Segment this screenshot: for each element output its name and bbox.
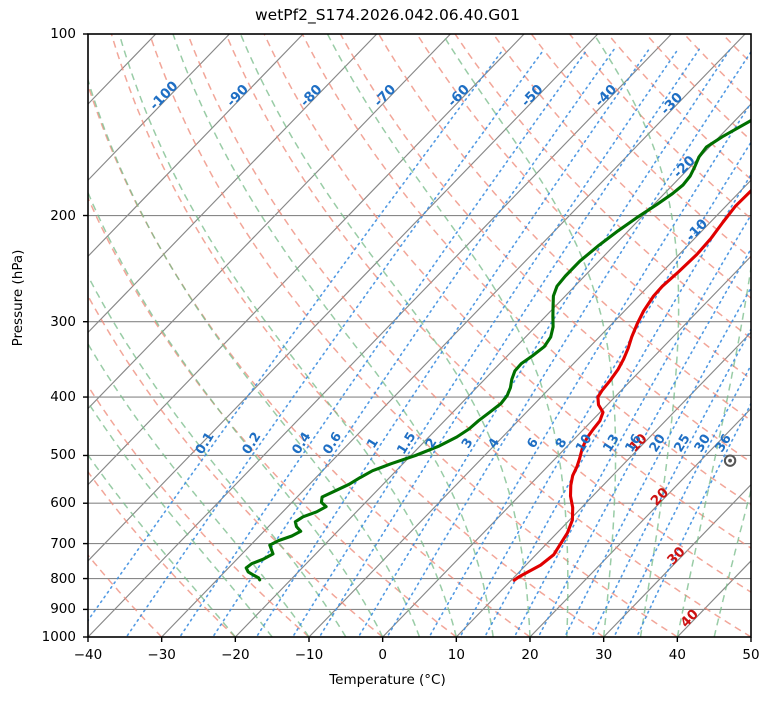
x-axis-label: Temperature (°C)	[329, 672, 446, 688]
y-tick-label: 800	[50, 570, 76, 587]
lcl-marker	[723, 454, 737, 467]
x-tick-label: 0	[378, 647, 387, 663]
profile-line-temperature	[512, 188, 751, 582]
y-tick-label: 900	[50, 601, 76, 618]
x-tick-label: −20	[221, 647, 250, 663]
chart-title: wetPf2_S174.2026.042.06.40.G01	[255, 6, 520, 24]
profile-line-dewpoint	[244, 118, 751, 582]
x-tick-label: 40	[668, 647, 686, 663]
y-tick-label: 1000	[41, 629, 76, 645]
y-tick-label: 300	[50, 313, 76, 330]
y-tick-label: 200	[50, 207, 76, 224]
y-tick-label: 400	[50, 389, 76, 406]
x-tick-label: 50	[742, 647, 760, 663]
y-tick-label: 700	[50, 535, 76, 552]
x-tick-label: 10	[447, 647, 465, 663]
x-tick-label: −30	[147, 647, 176, 663]
x-tick-label: 20	[521, 647, 539, 663]
x-tick-label: −10	[294, 647, 324, 663]
y-tick-label: 600	[50, 495, 76, 512]
lcl-marker-center	[728, 458, 732, 463]
x-tick-label: −40	[73, 647, 103, 663]
x-tick-label: 30	[595, 647, 613, 663]
y-tick-label: 500	[50, 447, 76, 464]
y-tick-label: 100	[50, 26, 76, 42]
